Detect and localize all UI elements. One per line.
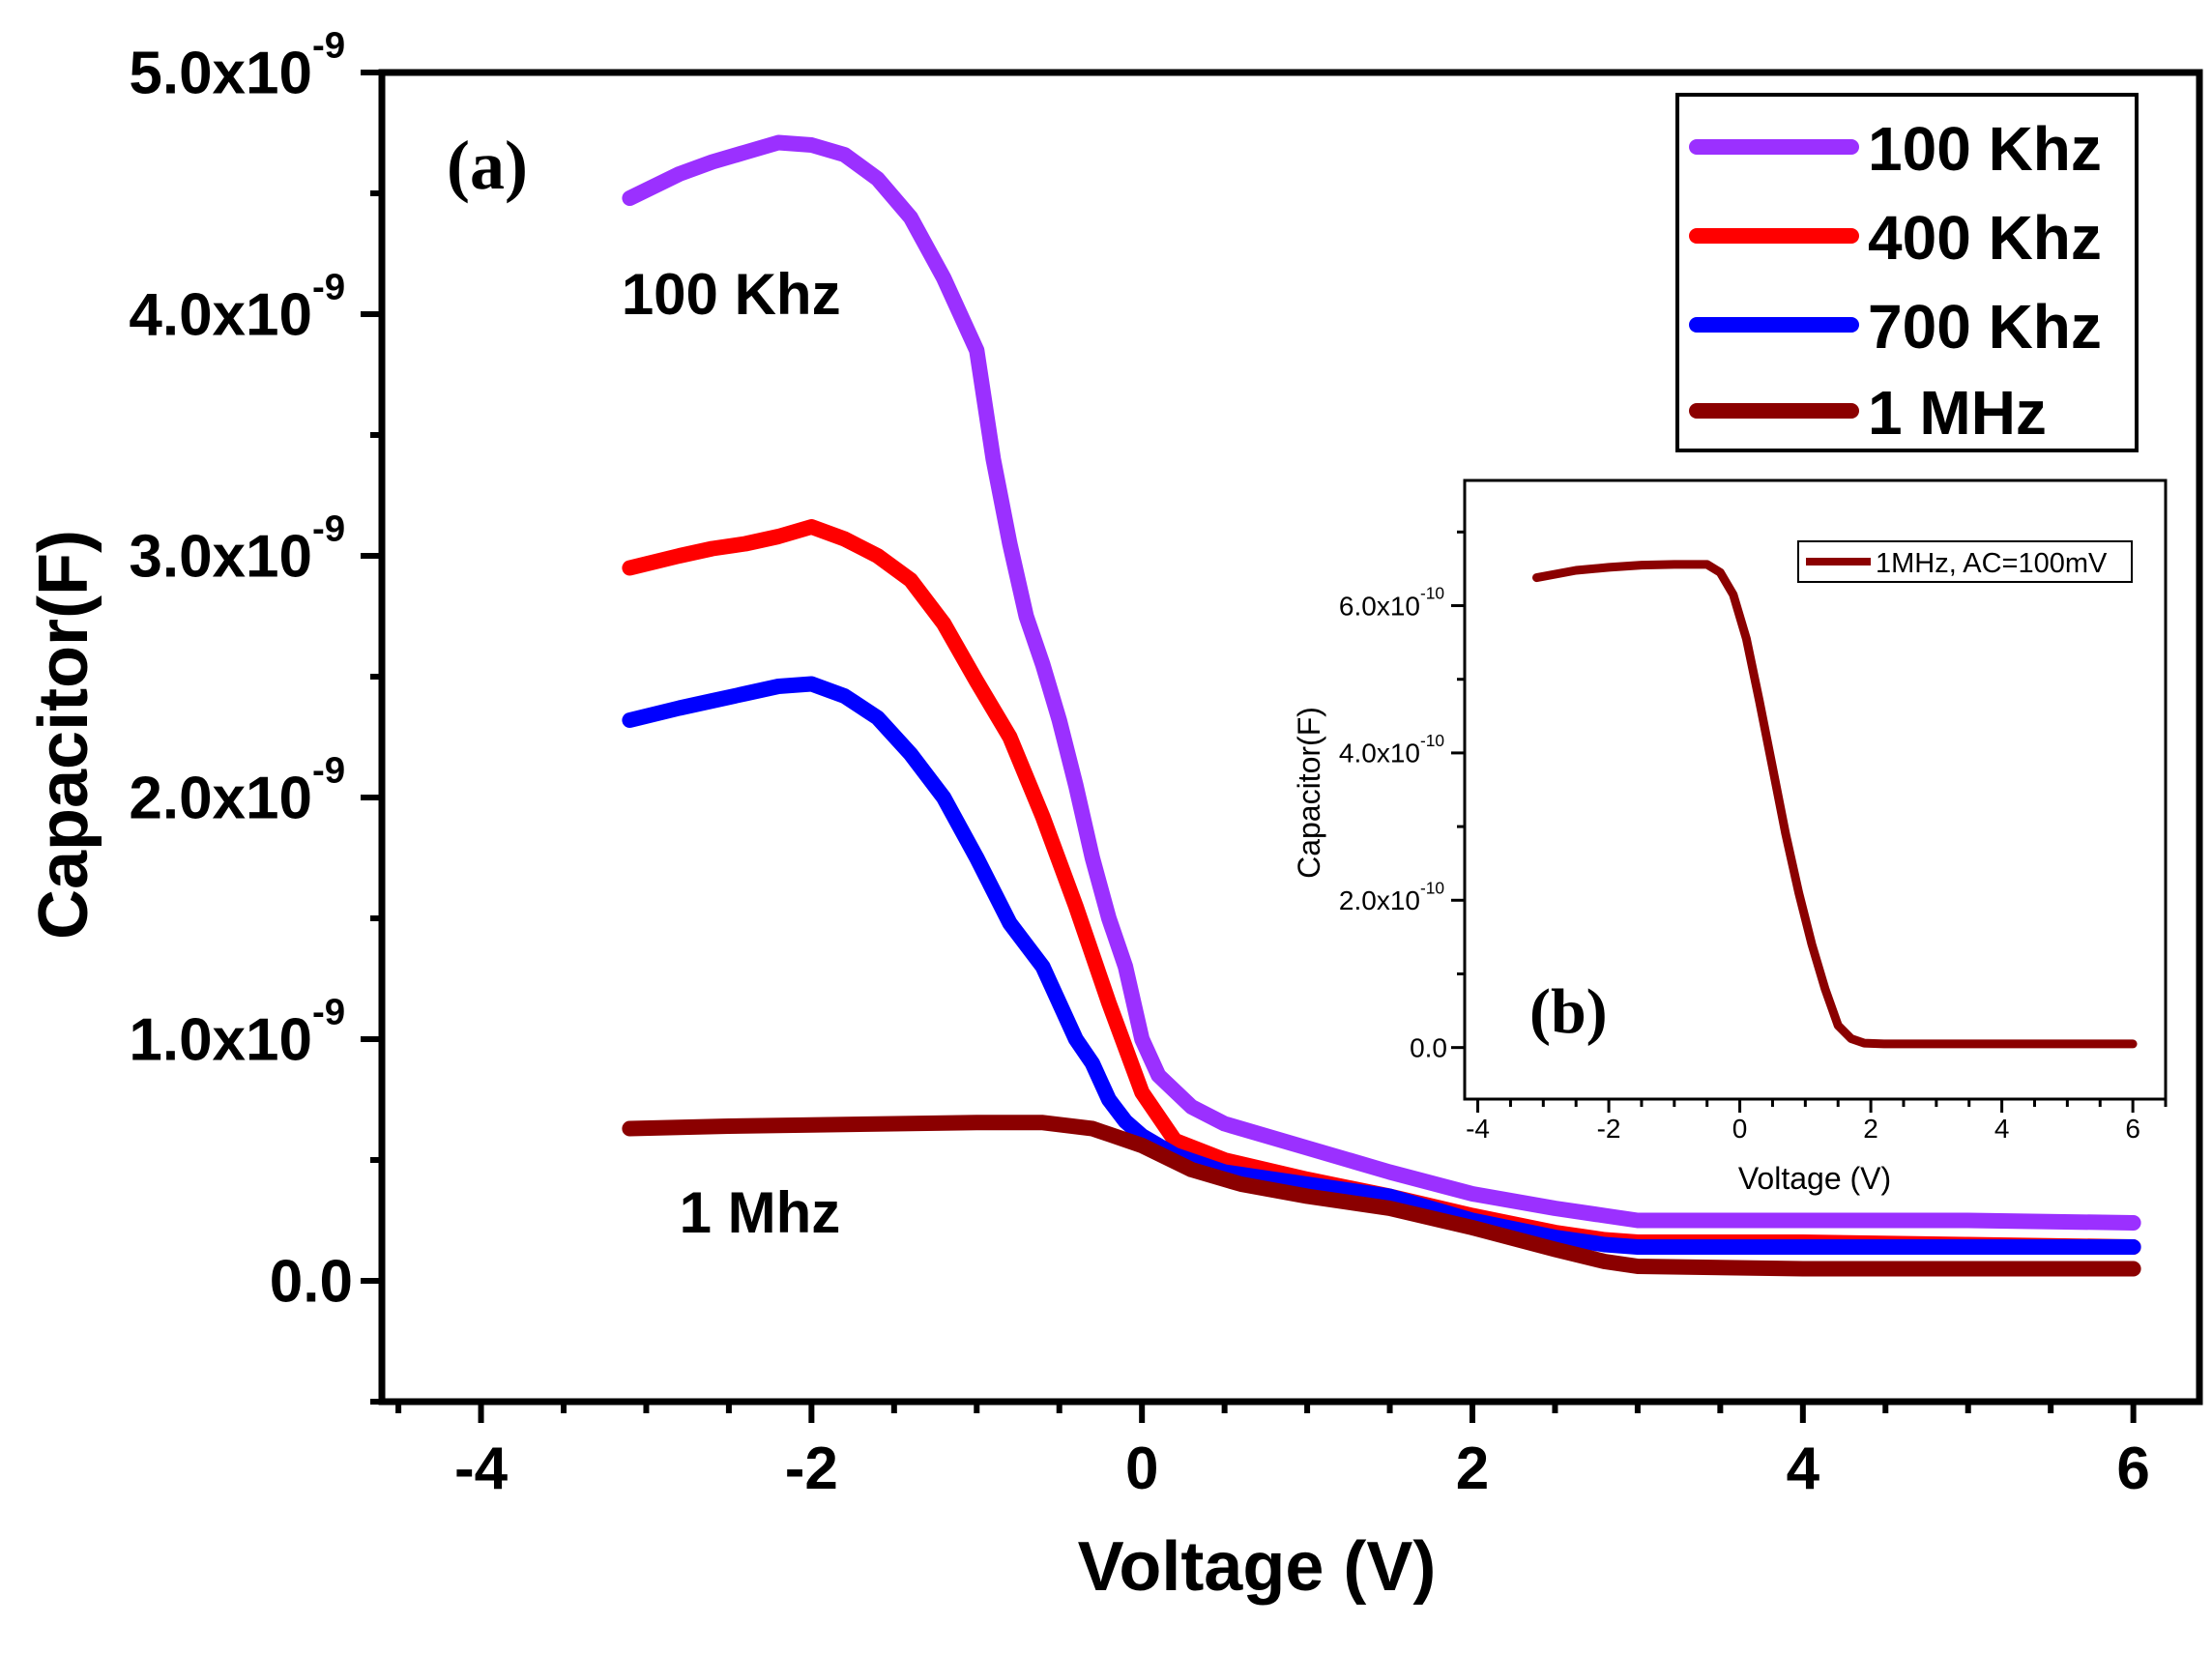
legend-label-700khz: 700 Khz	[1868, 292, 2102, 362]
series-line-1-mhz	[1532, 560, 2138, 1049]
main-y-axis-label: Capacitor(F)	[25, 530, 102, 940]
inset-series-layer	[1532, 560, 2138, 1049]
inset-plot-frame	[1463, 478, 2168, 1101]
y-tick-label: 2.0x10	[129, 766, 312, 832]
y-tick-label: 0.0	[270, 1249, 353, 1316]
main-plot-frame	[378, 69, 2203, 1406]
y-tick-exponent: -10	[1420, 584, 1444, 603]
x-tick-label: 6	[2125, 1114, 2140, 1144]
legend-label-400khz: 400 Khz	[1868, 203, 2102, 273]
y-tick-exponent: -9	[312, 992, 345, 1033]
y-tick-label: 6.0x10	[1339, 591, 1420, 621]
inset-legend-label: 1MHz, AC=100mV	[1876, 548, 2108, 579]
inset-ticks	[1451, 530, 2168, 1113]
inset-x-axis-label: Voltage (V)	[1738, 1161, 1891, 1196]
y-tick-exponent: -9	[312, 508, 345, 550]
series-line-1-mhz	[622, 1115, 2141, 1277]
y-tick-exponent: -10	[1420, 731, 1444, 750]
inset-tick-labels: -4 -2 0 2 4 60.02.0x10 -104.0x10 -106.0x10 -10	[1339, 584, 2140, 1144]
inset-legend: 1MHz, AC=100mV	[1797, 540, 2133, 583]
x-tick-label: 2	[1456, 1436, 1489, 1502]
x-tick-label: 0	[1125, 1436, 1158, 1502]
main-series-layer	[622, 134, 2141, 1277]
main-annotation-1mhz: 1 Mhz	[680, 1180, 841, 1245]
y-tick-label: 2.0x10	[1339, 885, 1420, 915]
x-tick-label: -4	[1466, 1114, 1490, 1144]
y-tick-label: 3.0x10	[129, 524, 312, 591]
y-tick-exponent: -9	[312, 750, 345, 792]
x-tick-label: 2	[1863, 1114, 1878, 1144]
inset-background	[1465, 480, 2166, 1099]
x-tick-label: 4	[1787, 1436, 1820, 1502]
main-annotation-100khz: 100 Khz	[622, 262, 841, 327]
series-line-700-khz	[622, 676, 2141, 1255]
x-tick-label: 0	[1732, 1114, 1748, 1144]
main-ticks	[361, 70, 2137, 1423]
main-panel-label: (a)	[447, 127, 528, 204]
x-tick-label: 4	[1994, 1114, 2010, 1144]
x-tick-label: 6	[2116, 1436, 2149, 1502]
main-tick-labels: -4 -2 0 2 4 60.01.0x10 -92.0x10 -93.0x10 -94.0x1…	[129, 25, 2150, 1503]
main-legend: 100 Khz 400 Khz 700 Khz 1 MHz	[1675, 93, 2139, 452]
y-tick-label: 4.0x10	[1339, 739, 1420, 768]
x-tick-label: -2	[785, 1436, 838, 1502]
inset-panel-label: (b)	[1529, 976, 1608, 1047]
y-tick-exponent: -9	[312, 267, 345, 308]
inset-y-axis-label: Capacitor(F)	[1292, 707, 1326, 879]
series-line-100-khz	[622, 134, 2141, 1231]
y-tick-label: 1.0x10	[129, 1007, 312, 1074]
y-tick-exponent: -10	[1420, 878, 1444, 897]
legend-label-100khz: 100 Khz	[1868, 114, 2102, 184]
y-tick-exponent: -9	[312, 25, 345, 67]
main-x-axis-label: Voltage (V)	[1078, 1528, 1437, 1606]
y-tick-label: 5.0x10	[129, 41, 312, 107]
y-tick-label: 4.0x10	[129, 282, 312, 349]
y-tick-label: 0.0	[1410, 1032, 1447, 1062]
inset-chart: -4 -2 0 2 4 60.02.0x10 -104.0x10 -106.0x10 -10 (…	[1292, 478, 2168, 1196]
legend-label-1mhz: 1 MHz	[1868, 378, 2047, 448]
x-tick-label: -2	[1597, 1114, 1621, 1144]
main-chart: -4 -2 0 2 4 60.01.0x10 -92.0x10 -93.0x10 -94.0x1…	[25, 25, 2203, 1606]
x-tick-label: -4	[454, 1436, 509, 1502]
